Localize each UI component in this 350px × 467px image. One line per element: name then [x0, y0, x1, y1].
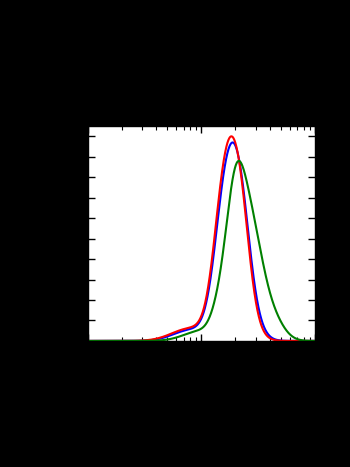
Y-axis label: Events: Events [64, 210, 77, 257]
X-axis label: Phospho-Lck (Y505) SL: Phospho-Lck (Y505) SL [120, 351, 282, 364]
